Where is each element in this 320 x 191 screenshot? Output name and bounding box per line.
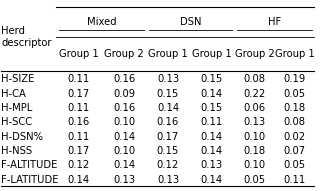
Text: H-NSS: H-NSS — [1, 146, 33, 156]
Text: Group 2: Group 2 — [104, 49, 144, 59]
Text: 0.14: 0.14 — [201, 175, 223, 185]
Text: 0.12: 0.12 — [68, 160, 90, 170]
Text: 0.10: 0.10 — [244, 132, 266, 142]
Text: 0.09: 0.09 — [113, 88, 135, 99]
Text: 0.13: 0.13 — [157, 175, 179, 185]
Text: 0.14: 0.14 — [201, 132, 223, 142]
Text: 0.14: 0.14 — [157, 103, 179, 113]
Text: 0.11: 0.11 — [201, 117, 223, 127]
Text: 0.17: 0.17 — [157, 132, 179, 142]
Text: F-ALTITUDE: F-ALTITUDE — [1, 160, 58, 170]
Text: 0.05: 0.05 — [244, 175, 266, 185]
Text: 0.11: 0.11 — [68, 103, 90, 113]
Text: 0.14: 0.14 — [201, 88, 223, 99]
Text: DSN: DSN — [180, 17, 201, 27]
Text: Herd
descriptor: Herd descriptor — [1, 26, 52, 48]
Text: Mixed: Mixed — [87, 17, 116, 27]
Text: 0.10: 0.10 — [113, 146, 135, 156]
Text: H-CA: H-CA — [1, 88, 26, 99]
Text: 0.16: 0.16 — [113, 74, 135, 84]
Text: 0.02: 0.02 — [284, 132, 306, 142]
Text: 0.11: 0.11 — [284, 175, 306, 185]
Text: 0.18: 0.18 — [244, 146, 266, 156]
Text: Group 2: Group 2 — [235, 49, 275, 59]
Text: 0.10: 0.10 — [113, 117, 135, 127]
Text: 0.15: 0.15 — [157, 146, 179, 156]
Text: 0.08: 0.08 — [244, 74, 266, 84]
Text: 0.05: 0.05 — [284, 160, 306, 170]
Text: 0.16: 0.16 — [157, 117, 179, 127]
Text: Group 1: Group 1 — [59, 49, 99, 59]
Text: F-LATITUDE: F-LATITUDE — [1, 175, 59, 185]
Text: 0.13: 0.13 — [244, 117, 266, 127]
Text: H-SIZE: H-SIZE — [1, 74, 35, 84]
Text: 0.22: 0.22 — [244, 88, 266, 99]
Text: 0.08: 0.08 — [284, 117, 306, 127]
Text: 0.13: 0.13 — [157, 74, 179, 84]
Text: 0.10: 0.10 — [244, 160, 266, 170]
Text: HF: HF — [268, 17, 281, 27]
Text: 0.06: 0.06 — [244, 103, 266, 113]
Text: 0.05: 0.05 — [284, 88, 306, 99]
Text: 0.16: 0.16 — [113, 103, 135, 113]
Text: 0.13: 0.13 — [113, 175, 135, 185]
Text: 0.17: 0.17 — [68, 88, 90, 99]
Text: 0.14: 0.14 — [113, 132, 135, 142]
Text: H-MPL: H-MPL — [1, 103, 33, 113]
Text: Group 1: Group 1 — [275, 49, 315, 59]
Text: 0.15: 0.15 — [201, 103, 223, 113]
Text: 0.14: 0.14 — [113, 160, 135, 170]
Text: Group 1: Group 1 — [148, 49, 188, 59]
Text: 0.15: 0.15 — [201, 74, 223, 84]
Text: 0.07: 0.07 — [284, 146, 306, 156]
Text: 0.16: 0.16 — [68, 117, 90, 127]
Text: 0.19: 0.19 — [284, 74, 306, 84]
Text: 0.11: 0.11 — [68, 132, 90, 142]
Text: 0.14: 0.14 — [201, 146, 223, 156]
Text: 0.18: 0.18 — [284, 103, 306, 113]
Text: 0.14: 0.14 — [68, 175, 90, 185]
Text: 0.11: 0.11 — [68, 74, 90, 84]
Text: 0.13: 0.13 — [201, 160, 223, 170]
Text: Group 1: Group 1 — [192, 49, 232, 59]
Text: H-SCC: H-SCC — [1, 117, 33, 127]
Text: 0.15: 0.15 — [157, 88, 179, 99]
Text: 0.12: 0.12 — [157, 160, 179, 170]
Text: 0.17: 0.17 — [68, 146, 90, 156]
Text: H-DSN%: H-DSN% — [1, 132, 44, 142]
